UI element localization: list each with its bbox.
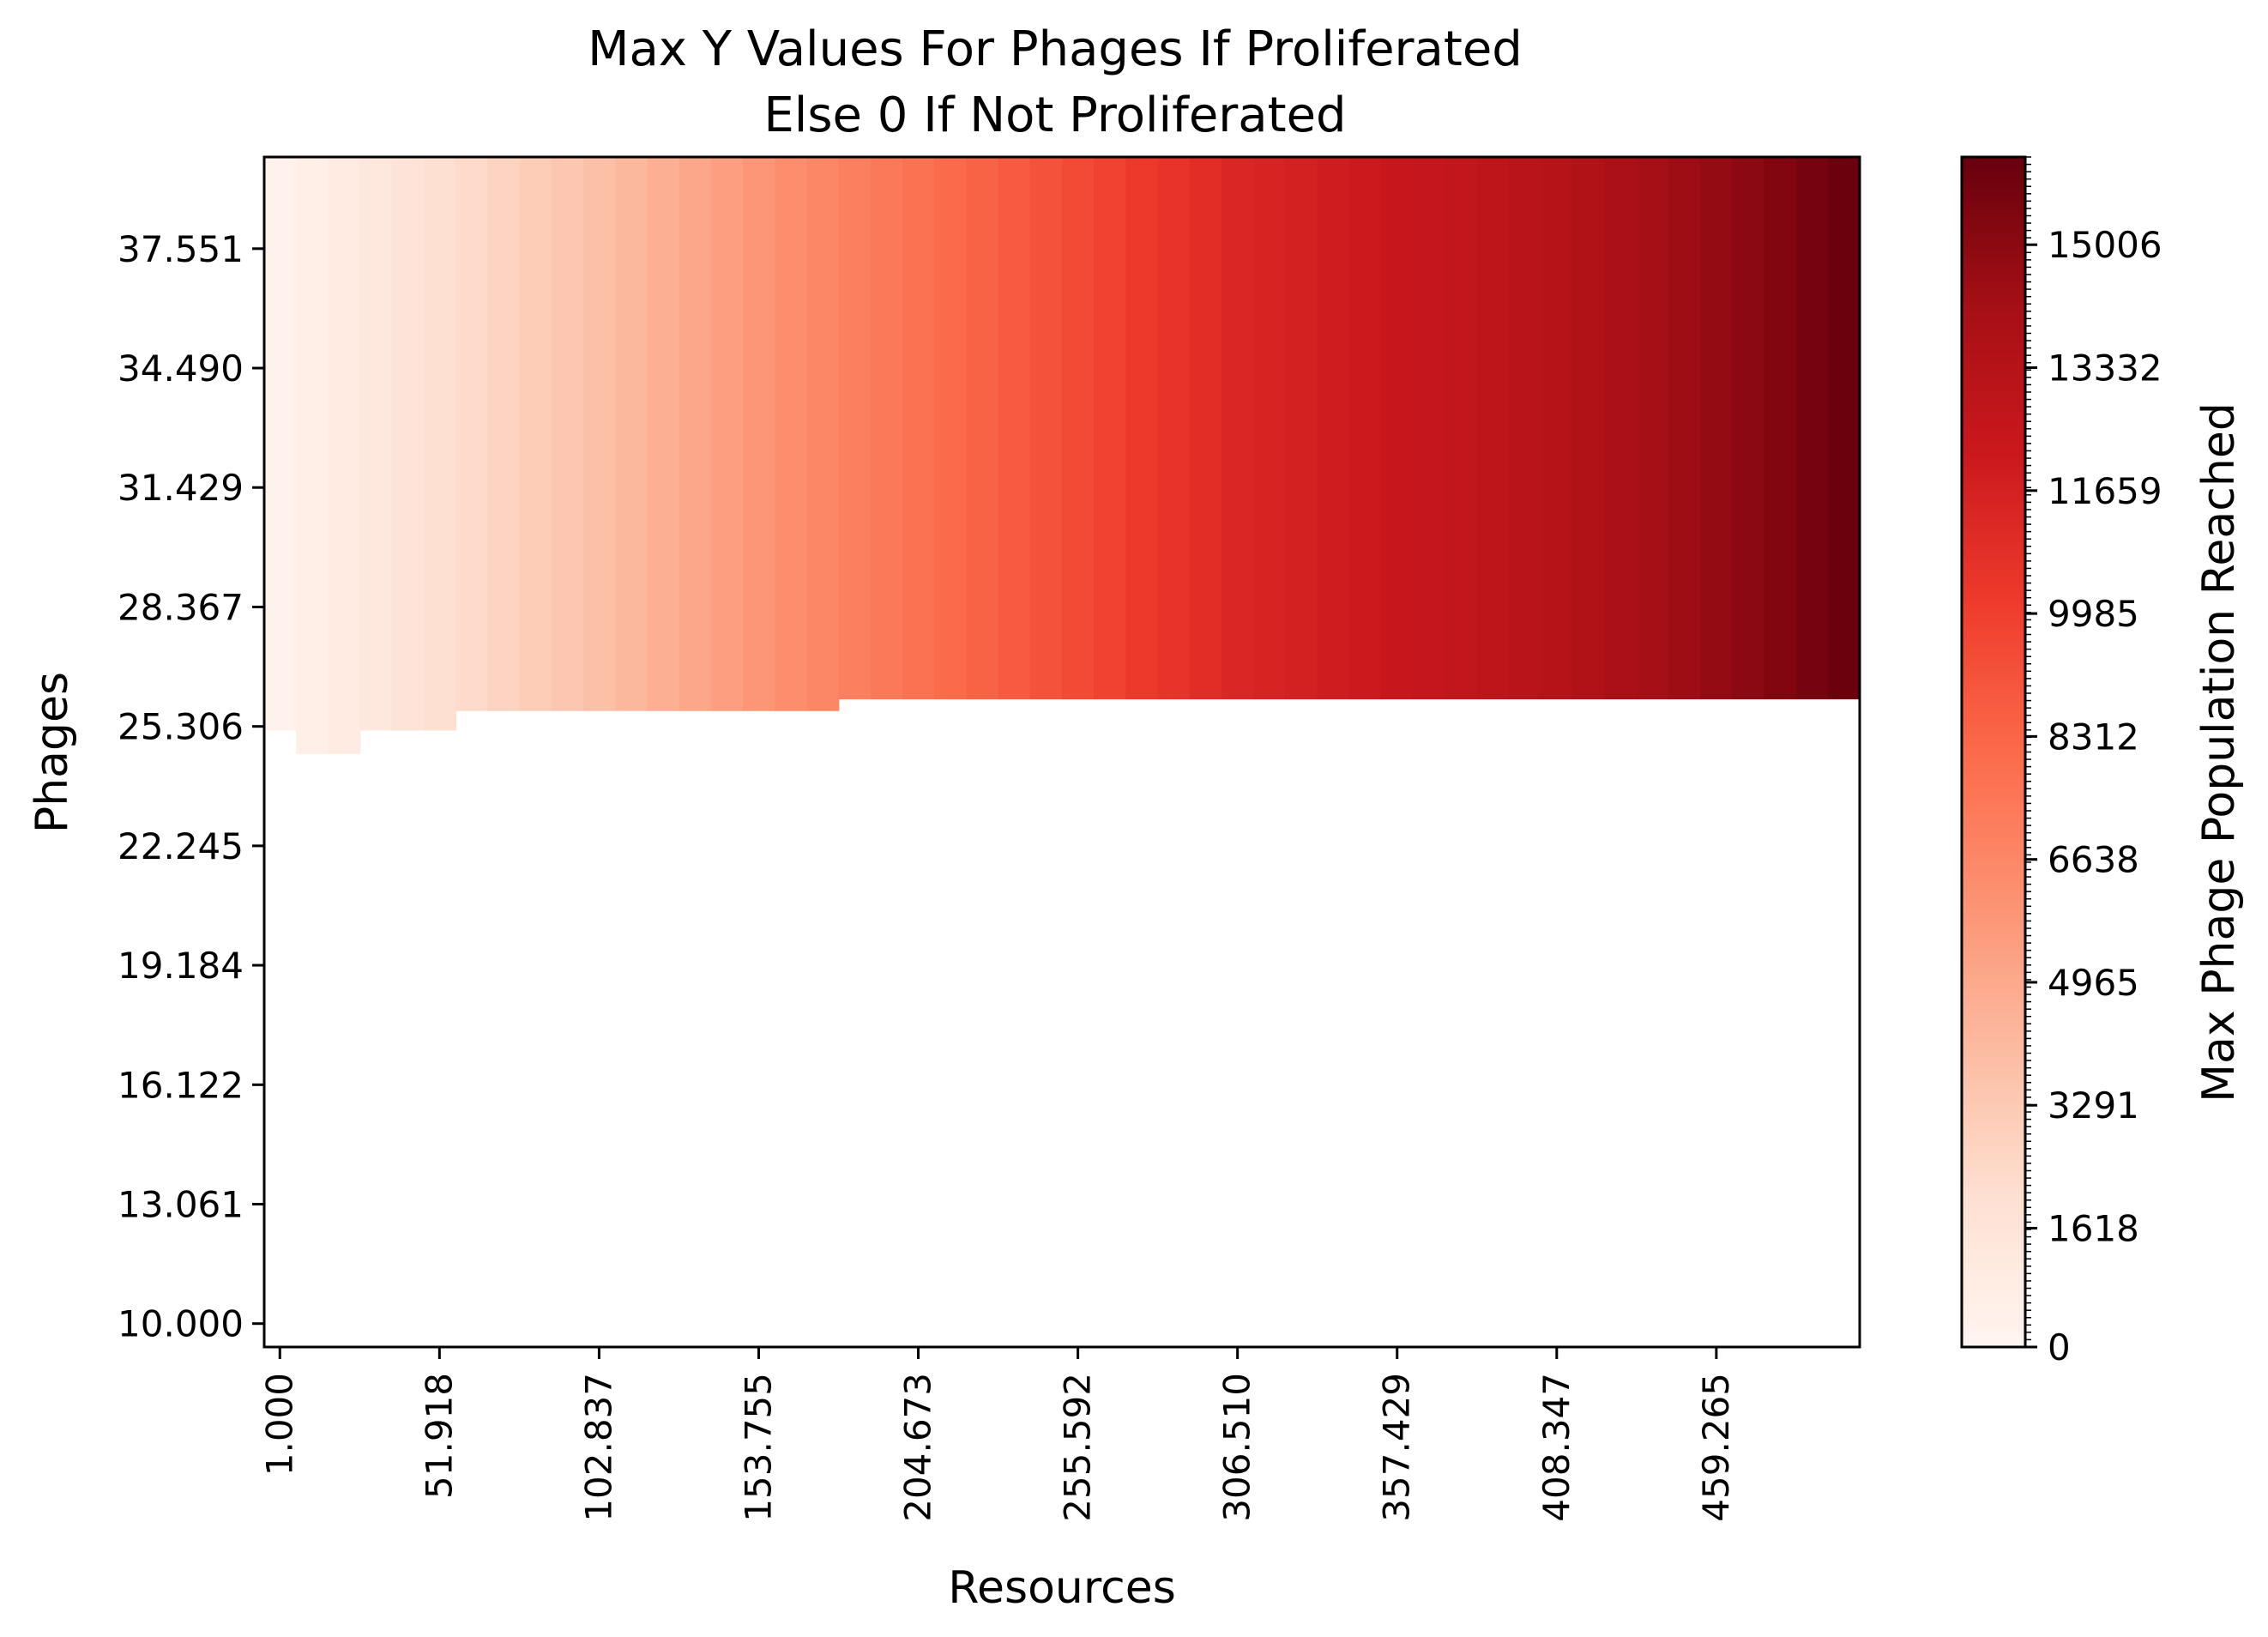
- heatmap-cell: [1572, 157, 1606, 700]
- x-axis-label: Resources: [948, 1562, 1176, 1614]
- x-axis: 1.000 51.918 102.837 153.755 204.673 255.592 3…: [258, 1347, 1737, 1522]
- x-tick-label: 204.673: [897, 1373, 939, 1522]
- heatmap-cell: [775, 157, 808, 711]
- heatmap-cell: [1381, 157, 1414, 700]
- heatmap-cell: [966, 157, 999, 700]
- x-tick-label: 408.347: [1535, 1373, 1577, 1522]
- x-tick-label: 102.837: [577, 1373, 619, 1522]
- heatmap-cell: [1317, 157, 1350, 700]
- heatmap-cell: [710, 157, 744, 711]
- heatmap-cell: [455, 157, 489, 711]
- plot-area-frame: [262, 155, 1861, 1349]
- heatmap-cell: [806, 157, 840, 711]
- heatmap-cell: [519, 157, 552, 711]
- heatmap-cell: [1125, 157, 1159, 700]
- y-tick-label: 16.122: [118, 1064, 244, 1106]
- heatmap-cell: [1062, 157, 1095, 700]
- heatmap-cell: [264, 157, 297, 731]
- colorbar-tick-label: 1618: [2048, 1207, 2139, 1249]
- colorbar-tick-label: 15006: [2048, 224, 2162, 266]
- colorbar-label: Max Phage Population Reached: [2193, 402, 2245, 1102]
- heatmap-cell: [1508, 157, 1541, 700]
- y-tick-label: 13.061: [118, 1184, 244, 1226]
- heatmap-cell: [1221, 157, 1254, 700]
- heatmap-cell: [1795, 157, 1829, 700]
- y-axis: 10.000 13.061 16.122 19.184 22.245 25.306 28.3…: [118, 228, 264, 1345]
- heatmap-cell: [902, 157, 935, 700]
- x-tick-label: 51.918: [418, 1373, 460, 1499]
- heatmap-cell: [1476, 157, 1510, 700]
- x-tick-label: 459.265: [1695, 1373, 1737, 1522]
- y-tick-label: 34.490: [118, 347, 244, 390]
- heatmap-cell: [1827, 157, 1861, 700]
- x-tick-label: 153.755: [737, 1373, 779, 1522]
- colorbar-ticks: 0 1618 3291 4965 6638 8312 9985 11659 13332 15006: [2025, 224, 2162, 1368]
- heatmap-cell: [1413, 157, 1446, 700]
- y-axis-label: Phages: [27, 672, 78, 833]
- heatmap-cell: [1541, 157, 1573, 700]
- chart-title-line-2: Else 0 If Not Proliferated: [763, 88, 1346, 143]
- heatmap-cell: [583, 157, 616, 711]
- heatmap-cell: [838, 157, 872, 700]
- colorbar-tick-label: 11659: [2048, 470, 2162, 512]
- colorbar-tick-label: 0: [2048, 1326, 2071, 1368]
- heatmap-cell: [1445, 157, 1478, 700]
- heatmap-cell: [998, 157, 1031, 700]
- x-tick-label: 306.510: [1216, 1373, 1258, 1522]
- x-tick-label: 357.429: [1376, 1373, 1418, 1522]
- heatmap-cell: [1253, 157, 1287, 700]
- heatmap-cell: [551, 157, 584, 711]
- heatmap-cell: [934, 157, 968, 700]
- colorbar: [1960, 155, 2027, 1349]
- colorbar-tick-label: 4965: [2048, 962, 2139, 1004]
- heatmap-cell: [1094, 157, 1127, 700]
- heatmap-cell: [1604, 157, 1638, 700]
- heatmap-cell: [1700, 157, 1733, 700]
- heatmap-cell: [1732, 157, 1765, 700]
- heatmap-cell: [647, 157, 680, 711]
- heatmap-cell: [1668, 157, 1701, 700]
- heatmap-cell: [1764, 157, 1797, 700]
- y-tick-label: 19.184: [118, 945, 244, 987]
- heatmap-cell: [1348, 157, 1382, 700]
- y-tick-label: 37.551: [118, 228, 244, 270]
- colorbar-tick-label: 6638: [2048, 839, 2139, 881]
- y-tick-label: 22.245: [118, 825, 244, 867]
- heatmap-cell: [487, 157, 521, 711]
- colorbar-tick-label: 9985: [2048, 593, 2139, 635]
- y-tick-label: 10.000: [118, 1303, 244, 1345]
- heatmap-cell: [1029, 157, 1063, 700]
- heatmap-cell: [1189, 157, 1222, 700]
- heatmap-cell: [296, 157, 329, 754]
- chart-title-line-1: Max Y Values For Phages If Proliferated: [588, 21, 1523, 77]
- heatmap-cell: [328, 157, 361, 754]
- heatmap-cell: [679, 157, 712, 711]
- heatmap-cell: [391, 157, 425, 731]
- heatmap-cell: [1157, 157, 1191, 700]
- colorbar-tick-label: 3291: [2048, 1084, 2139, 1127]
- y-tick-label: 31.429: [118, 467, 244, 509]
- heatmap-cell: [870, 157, 903, 700]
- heatmap-cell: [1636, 157, 1669, 700]
- heatmap-cell: [743, 157, 775, 711]
- heatmap-cell: [615, 157, 648, 711]
- colorbar-minor-ticks: [2025, 156, 2031, 1348]
- y-tick-label: 25.306: [118, 706, 244, 748]
- y-tick-label: 28.367: [118, 586, 244, 628]
- heatmap-cell: [359, 157, 393, 731]
- heatmap-cell: [424, 157, 456, 731]
- heatmap-cell: [1285, 157, 1318, 700]
- heatmap-cells: [264, 157, 1861, 754]
- x-tick-label: 255.592: [1057, 1373, 1099, 1522]
- x-tick-label: 1.000: [258, 1373, 300, 1476]
- colorbar-tick-label: 13332: [2048, 347, 2162, 390]
- colorbar-tick-label: 8312: [2048, 716, 2139, 758]
